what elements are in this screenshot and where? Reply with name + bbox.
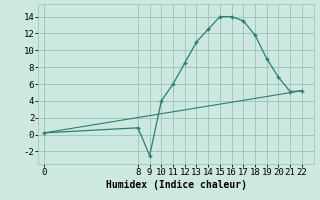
X-axis label: Humidex (Indice chaleur): Humidex (Indice chaleur) — [106, 180, 246, 190]
